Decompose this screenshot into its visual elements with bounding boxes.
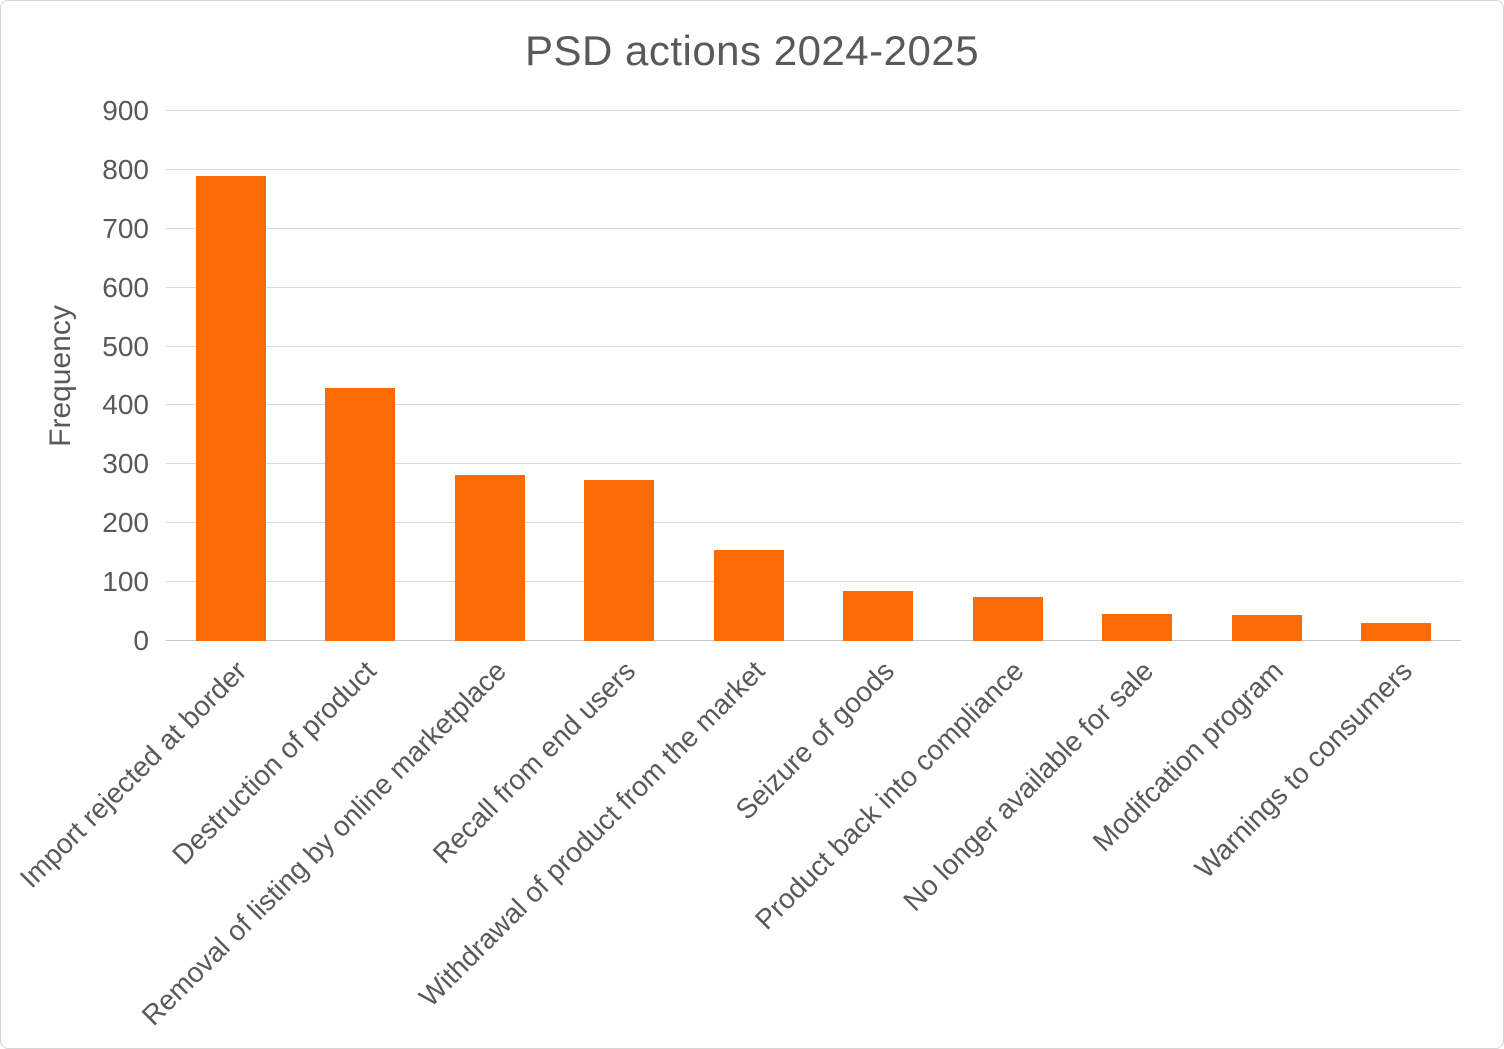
gridline xyxy=(166,522,1461,524)
chart-title: PSD actions 2024-2025 xyxy=(524,27,980,74)
y-tick-label: 900 xyxy=(102,95,149,126)
bar-slot xyxy=(1332,111,1462,641)
bar-slot xyxy=(1202,111,1332,641)
bar-slot xyxy=(166,111,296,641)
bar-slot xyxy=(814,111,944,641)
y-tick-label: 500 xyxy=(102,330,149,362)
x-tick-label: Product back into compliance xyxy=(749,655,1030,936)
bar-slot xyxy=(684,111,814,641)
bar-slot xyxy=(425,111,555,641)
bar xyxy=(1231,614,1302,641)
gridline xyxy=(166,110,1461,111)
x-tick-label: No longer available for sale xyxy=(897,655,1160,917)
bar xyxy=(972,596,1043,641)
x-tick-label: Import rejected at border xyxy=(13,655,253,894)
gridline xyxy=(166,581,1461,583)
plot-area xyxy=(166,110,1461,641)
y-tick-label: 0 xyxy=(133,625,149,656)
y-axis-ticks: 0 100 200 300 400 500 600 700 800 900 xyxy=(1,97,149,655)
bar xyxy=(325,387,396,641)
bar xyxy=(713,549,784,641)
x-axis-labels: Import rejected at border Destruction of … xyxy=(14,641,1461,1048)
gridline xyxy=(166,404,1461,406)
gridline xyxy=(166,168,1461,170)
bar-slot xyxy=(296,111,426,641)
gridline xyxy=(166,345,1461,347)
gridline xyxy=(166,286,1461,288)
bar xyxy=(454,474,525,641)
y-tick-label: 400 xyxy=(102,389,149,421)
gridlines xyxy=(166,110,1461,641)
gridline xyxy=(166,227,1461,229)
bar xyxy=(584,480,655,641)
x-axis-line xyxy=(166,640,1461,641)
bar-slot xyxy=(943,111,1073,641)
bar-series xyxy=(166,111,1461,641)
y-tick-label: 300 xyxy=(102,448,149,480)
bar xyxy=(195,175,266,641)
bar-slot xyxy=(555,111,685,641)
y-tick-label: 800 xyxy=(102,153,149,185)
gridline xyxy=(166,463,1461,465)
y-tick-label: 200 xyxy=(102,507,149,539)
y-tick-label: 100 xyxy=(102,566,149,598)
y-tick-label: 700 xyxy=(102,212,149,244)
bar xyxy=(1102,613,1173,641)
x-tick-label: Warnings to consumers xyxy=(1189,655,1419,885)
bar xyxy=(1361,623,1432,641)
bar xyxy=(843,590,914,641)
bar-slot xyxy=(1073,111,1203,641)
y-tick-label: 600 xyxy=(102,271,149,303)
